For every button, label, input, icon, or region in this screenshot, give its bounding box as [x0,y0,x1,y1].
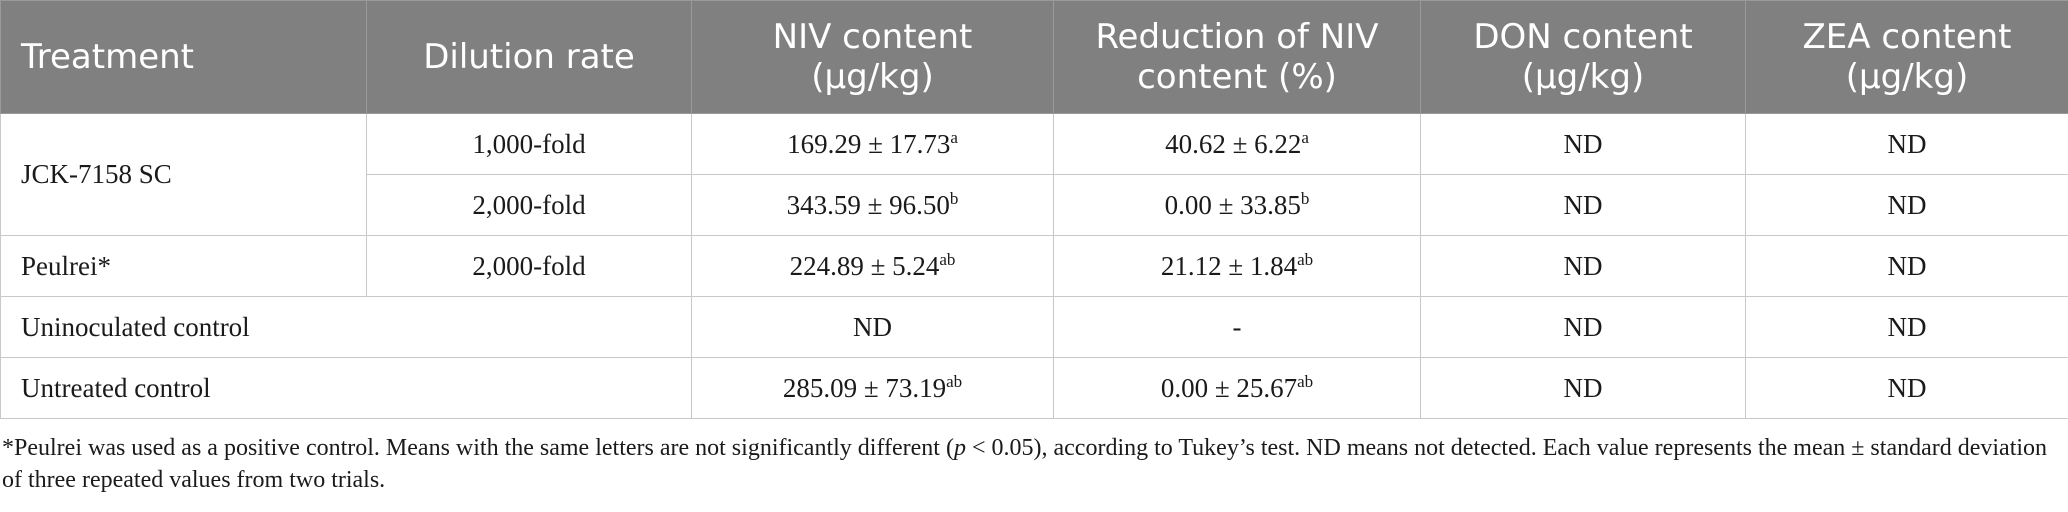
dilution-cell: 2,000-fold [366,174,692,236]
table-row: Peulrei* 2,000-fold 224.89 ± 5.24ab 21.1… [0,235,2068,297]
table-row: Uninoculated control ND - ND ND [0,296,2068,358]
zea-cell: ND [1745,296,2068,358]
niv-cell: 224.89 ± 5.24ab [691,235,1054,297]
don-cell: ND [1420,357,1746,419]
zea-cell: ND [1745,113,2068,175]
header-niv-content-line2: (μg/kg) [811,57,934,97]
header-niv-content-line1: NIV content [772,17,973,57]
significance-letter: ab [1297,371,1314,391]
reduction-value: 21.12 ± 1.84 [1160,250,1298,281]
significance-letter: b [1300,188,1310,208]
header-reduction-line2: content (%) [1137,57,1337,97]
table-row: 2,000-fold 343.59 ± 96.50b 0.00 ± 33.85b… [1,174,2068,236]
header-niv-content: NIV content (μg/kg) [691,0,1054,114]
header-zea-content: ZEA content (μg/kg) [1745,0,2068,114]
zea-cell: ND [1745,357,2068,419]
niv-cell: ND [691,296,1054,358]
zea-cell: ND [1745,235,2068,297]
footnote-part1: *Peulrei was used as a positive control.… [2,435,954,461]
significance-letter: ab [946,371,963,391]
dilution-cell: 2,000-fold [366,235,692,297]
reduction-value: 40.62 ± 6.22 [1165,128,1302,159]
niv-cell: 169.29 ± 17.73a [691,113,1054,175]
niv-value: 285.09 ± 73.19 [782,372,947,403]
don-cell: ND [1420,296,1746,358]
significance-letter: ab [939,249,956,269]
niv-cell: 285.09 ± 73.19ab [691,357,1054,419]
reduction-cell: 0.00 ± 33.85b [1053,174,1421,236]
treatment-cell: JCK-7158 SC [0,113,367,236]
reduction-cell: 0.00 ± 25.67ab [1053,357,1421,419]
significance-letter: b [949,188,959,208]
dilution-cell: 1,000-fold [366,113,692,175]
header-reduction-line1: Reduction of NIV [1095,17,1379,57]
significance-letter: a [1301,127,1309,147]
don-cell: ND [1420,174,1746,236]
significance-letter: a [950,127,958,147]
header-reduction-niv: Reduction of NIV content (%) [1053,0,1421,114]
reduction-cell: 21.12 ± 1.84ab [1053,235,1421,297]
header-zea-line1: ZEA content [1802,17,2012,57]
table-header-row: Treatment Dilution rate NIV content (μg/… [0,0,2068,114]
significance-letter: ab [1297,249,1314,269]
header-don-content: DON content (μg/kg) [1420,0,1746,114]
zea-cell: ND [1745,174,2068,236]
header-dilution-rate-label: Dilution rate [423,37,635,77]
niv-value: 224.89 ± 5.24 [789,250,940,281]
header-treatment: Treatment [0,0,367,114]
table-row: JCK-7158 SC 1,000-fold 169.29 ± 17.73a 4… [0,113,2068,236]
don-cell: ND [1420,235,1746,297]
niv-value: 343.59 ± 96.50 [786,189,950,220]
header-zea-line2: (μg/kg) [1845,57,1969,97]
niv-cell: 343.59 ± 96.50b [691,174,1054,236]
results-table: Treatment Dilution rate NIV content (μg/… [0,0,2068,419]
table-footnote: *Peulrei was used as a positive control.… [2,432,2062,496]
header-don-line2: (μg/kg) [1521,57,1645,97]
don-cell: ND [1420,113,1746,175]
header-don-line1: DON content [1473,17,1693,57]
reduction-cell: - [1053,296,1421,358]
table-row: Untreated control 285.09 ± 73.19ab 0.00 … [0,357,2068,419]
reduction-cell: 40.62 ± 6.22a [1053,113,1421,175]
treatment-cell: Uninoculated control [0,296,692,358]
reduction-value: 0.00 ± 25.67 [1160,372,1298,403]
header-dilution-rate: Dilution rate [366,0,692,114]
treatment-cell: Untreated control [0,357,692,419]
header-treatment-label: Treatment [21,37,195,77]
treatment-cell: Peulrei* [0,235,367,297]
reduction-value: 0.00 ± 33.85 [1164,189,1301,220]
niv-value: 169.29 ± 17.73 [787,128,951,159]
footnote-part2: < 0.05), according to Tukey’s test. ND m… [2,435,2048,493]
footnote-p-symbol: p [953,435,966,461]
